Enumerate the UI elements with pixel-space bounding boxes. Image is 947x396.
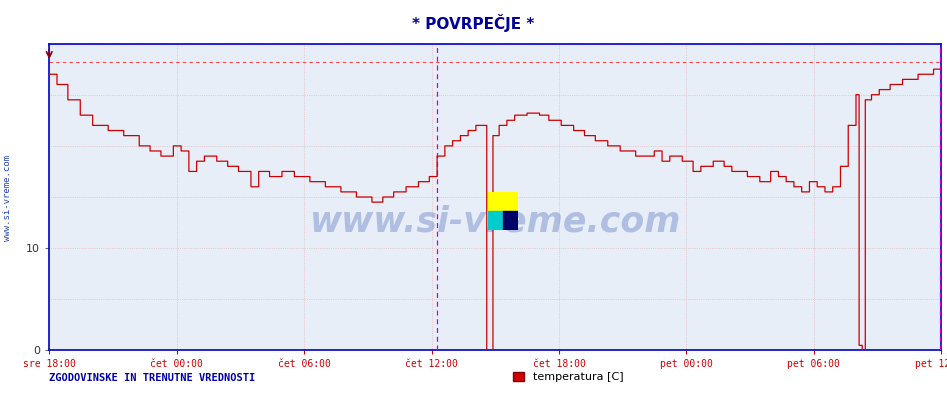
Text: www.si-vreme.com: www.si-vreme.com bbox=[310, 205, 681, 238]
Text: www.si-vreme.com: www.si-vreme.com bbox=[3, 155, 12, 241]
Text: * POVRPEČJE *: * POVRPEČJE * bbox=[412, 14, 535, 32]
Polygon shape bbox=[488, 192, 518, 211]
Text: ZGODOVINSKE IN TRENUTNE VREDNOSTI: ZGODOVINSKE IN TRENUTNE VREDNOSTI bbox=[49, 373, 256, 383]
Polygon shape bbox=[503, 211, 518, 230]
Legend: temperatura [C]: temperatura [C] bbox=[509, 367, 628, 386]
Polygon shape bbox=[488, 211, 503, 230]
